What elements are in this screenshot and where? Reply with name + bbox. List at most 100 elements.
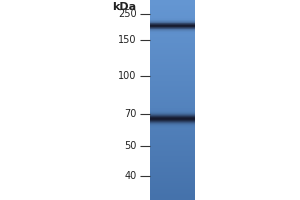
Bar — [150, 183, 195, 184]
Bar — [150, 100, 195, 101]
Bar — [150, 66, 195, 67]
Bar — [150, 63, 195, 64]
Bar — [150, 19, 195, 20]
Bar — [150, 91, 195, 92]
Bar — [150, 182, 195, 183]
Bar — [150, 199, 195, 200]
Bar — [150, 165, 195, 166]
Bar — [150, 81, 195, 82]
Bar — [150, 118, 195, 119]
Bar — [150, 30, 195, 31]
Bar — [150, 18, 195, 19]
Bar — [150, 1, 195, 2]
Text: 250: 250 — [118, 9, 136, 19]
Bar — [150, 155, 195, 156]
Bar — [150, 122, 195, 123]
Bar — [150, 148, 195, 149]
Bar — [150, 144, 195, 145]
Bar — [150, 106, 195, 107]
Bar — [150, 193, 195, 194]
Bar — [150, 4, 195, 5]
Bar — [150, 78, 195, 79]
Bar — [150, 98, 195, 99]
Bar — [150, 186, 195, 187]
Bar — [150, 33, 195, 34]
Bar — [150, 6, 195, 7]
Bar — [150, 151, 195, 152]
Bar — [150, 11, 195, 12]
Bar — [150, 26, 195, 27]
Bar — [150, 18, 195, 19]
Bar — [150, 79, 195, 80]
Bar — [150, 195, 195, 196]
Bar — [150, 0, 195, 1]
Bar — [150, 164, 195, 165]
Bar — [150, 37, 195, 38]
Bar — [150, 115, 195, 116]
Bar — [150, 111, 195, 112]
Bar — [150, 169, 195, 170]
Bar — [150, 184, 195, 185]
Bar — [150, 7, 195, 8]
Bar — [150, 162, 195, 163]
Bar — [150, 143, 195, 144]
Bar — [150, 135, 195, 136]
Bar — [150, 20, 195, 21]
Bar — [150, 26, 195, 27]
Bar — [150, 191, 195, 192]
Bar — [150, 118, 195, 119]
Bar — [150, 139, 195, 140]
Bar — [150, 75, 195, 76]
Bar — [150, 121, 195, 122]
Bar — [150, 41, 195, 42]
Bar — [150, 36, 195, 37]
Bar — [150, 134, 195, 135]
Bar — [150, 9, 195, 10]
Bar — [150, 110, 195, 111]
Bar — [150, 61, 195, 62]
Text: 70: 70 — [124, 109, 136, 119]
Bar — [150, 192, 195, 193]
Bar — [150, 180, 195, 181]
Bar — [150, 89, 195, 90]
Bar — [150, 49, 195, 50]
Bar — [150, 189, 195, 190]
Bar — [150, 109, 195, 110]
Bar — [150, 92, 195, 93]
Bar — [150, 156, 195, 157]
Bar — [150, 86, 195, 87]
Bar — [150, 71, 195, 72]
Bar — [150, 22, 195, 23]
Bar — [150, 170, 195, 171]
Bar — [150, 33, 195, 34]
Bar — [150, 25, 195, 26]
Bar — [150, 76, 195, 77]
Bar — [150, 196, 195, 197]
Bar — [150, 117, 195, 118]
Bar — [150, 123, 195, 124]
Bar — [150, 198, 195, 199]
Bar — [150, 173, 195, 174]
Bar — [150, 167, 195, 168]
Bar — [150, 119, 195, 120]
Bar — [150, 126, 195, 127]
Bar — [150, 17, 195, 18]
Bar — [150, 73, 195, 74]
Bar — [150, 27, 195, 28]
Bar — [150, 12, 195, 13]
Bar — [150, 123, 195, 124]
Bar — [150, 116, 195, 117]
Bar — [150, 124, 195, 125]
Bar — [150, 83, 195, 84]
Bar — [150, 50, 195, 51]
Bar — [150, 32, 195, 33]
Bar — [150, 14, 195, 15]
Bar — [150, 128, 195, 129]
Bar — [150, 174, 195, 175]
Bar — [150, 154, 195, 155]
Bar — [150, 68, 195, 69]
Bar — [150, 147, 195, 148]
Bar — [150, 112, 195, 113]
Bar — [150, 31, 195, 32]
Bar — [150, 56, 195, 57]
